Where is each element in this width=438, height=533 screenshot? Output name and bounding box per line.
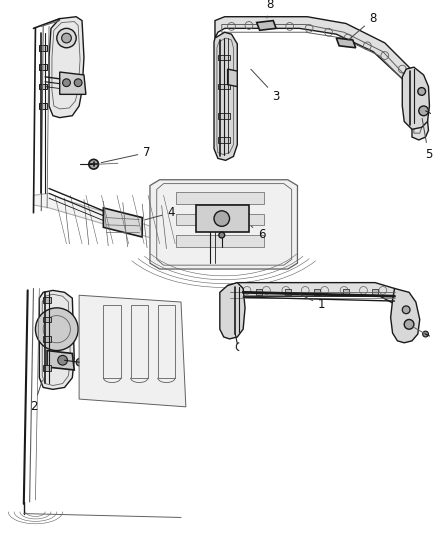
Polygon shape: [39, 290, 74, 390]
Circle shape: [404, 319, 414, 329]
Bar: [43, 317, 51, 322]
Polygon shape: [215, 17, 428, 140]
Circle shape: [419, 106, 428, 116]
Circle shape: [58, 356, 67, 365]
Text: 7: 7: [101, 146, 151, 163]
Bar: [43, 336, 51, 342]
Bar: [39, 45, 47, 51]
Text: 5: 5: [422, 118, 432, 161]
Circle shape: [402, 306, 410, 314]
Circle shape: [214, 211, 230, 227]
Text: 1: 1: [300, 295, 325, 311]
Bar: [285, 289, 291, 295]
Bar: [176, 192, 264, 204]
Polygon shape: [150, 180, 297, 269]
Bar: [218, 137, 230, 143]
Circle shape: [63, 79, 71, 86]
Polygon shape: [33, 193, 186, 247]
Polygon shape: [257, 21, 276, 30]
Circle shape: [89, 159, 99, 169]
Text: 3: 3: [251, 69, 280, 103]
Text: 8: 8: [267, 0, 274, 18]
Bar: [43, 297, 51, 303]
Polygon shape: [47, 351, 74, 370]
Text: 4: 4: [145, 206, 175, 220]
Bar: [343, 289, 349, 295]
Bar: [176, 214, 264, 225]
Bar: [218, 54, 230, 60]
Bar: [314, 289, 320, 295]
Polygon shape: [336, 38, 356, 48]
Bar: [39, 84, 47, 90]
Text: 8: 8: [348, 12, 377, 40]
Polygon shape: [402, 67, 429, 130]
Bar: [39, 64, 47, 70]
Polygon shape: [60, 72, 86, 94]
Text: 2: 2: [30, 381, 42, 413]
Bar: [218, 113, 230, 119]
Circle shape: [219, 232, 225, 238]
Polygon shape: [214, 32, 237, 160]
Polygon shape: [391, 288, 420, 343]
Polygon shape: [79, 295, 186, 407]
Bar: [372, 289, 378, 295]
Circle shape: [57, 28, 76, 48]
Bar: [176, 235, 264, 247]
Bar: [196, 205, 249, 232]
Polygon shape: [220, 282, 245, 339]
Bar: [39, 103, 47, 109]
Circle shape: [418, 87, 426, 95]
Text: 6: 6: [251, 226, 265, 240]
Bar: [218, 84, 230, 90]
Circle shape: [62, 33, 71, 43]
Circle shape: [76, 358, 84, 366]
Bar: [43, 365, 51, 371]
Polygon shape: [228, 282, 416, 321]
Polygon shape: [103, 208, 142, 237]
Circle shape: [423, 331, 428, 337]
Circle shape: [74, 79, 82, 86]
Circle shape: [35, 308, 78, 351]
Polygon shape: [228, 69, 237, 86]
Bar: [256, 289, 261, 295]
Polygon shape: [49, 17, 84, 118]
